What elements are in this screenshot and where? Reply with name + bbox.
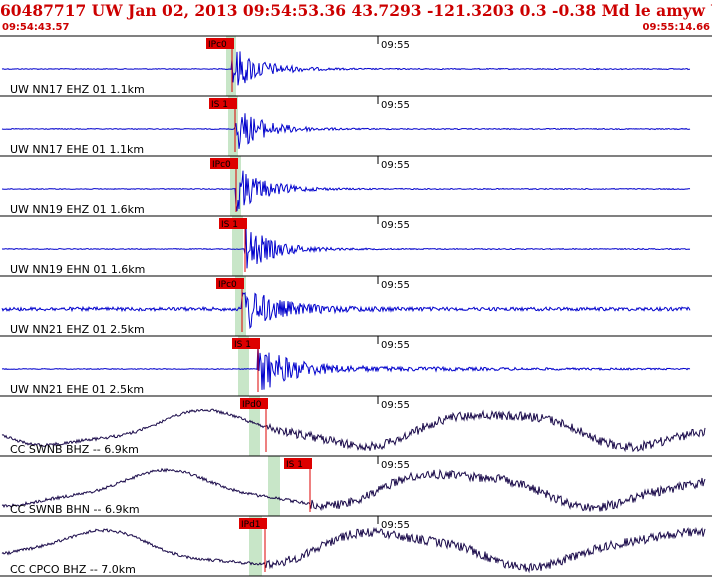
pick-window-shading: [228, 96, 238, 156]
pick-flag[interactable]: [239, 518, 267, 529]
pick-window-shading: [235, 276, 246, 336]
start-time-label: 09:54:43.57: [2, 22, 70, 33]
waveform-trace: [1, 526, 706, 574]
waveform-trace: [1, 113, 691, 149]
pick-flag[interactable]: [209, 98, 237, 109]
station-label: CC SWNB BHN -- 6.9km: [10, 503, 140, 516]
time-tick-label: 09:55: [381, 160, 410, 171]
station-label: UW NN19 EHZ 01 1.6km: [10, 203, 145, 216]
pick-label: IPd1: [241, 520, 261, 530]
end-time-label: 09:55:14.66: [642, 22, 710, 33]
pick-window-shading: [249, 516, 262, 576]
pick-flag[interactable]: [219, 218, 247, 229]
time-tick-label: 09:55: [381, 520, 410, 531]
pick-label: IPc0: [208, 40, 227, 50]
waveform-trace: [1, 467, 706, 512]
waveform-trace: [1, 170, 691, 212]
pick-label: IS 1: [286, 460, 303, 470]
station-label: CC SWNB BHZ -- 6.9km: [10, 443, 139, 456]
pick-window-shading: [232, 216, 243, 276]
pick-flag[interactable]: [240, 398, 268, 409]
station-label: UW NN17 EHE 01 1.1km: [10, 143, 144, 156]
pick-flag[interactable]: [210, 158, 238, 169]
time-tick-label: 09:55: [381, 280, 410, 291]
pick-window-shading: [238, 336, 249, 396]
trace-panel: 09:55 IS 1 CC SWNB BHN -- 6.9km: [0, 455, 712, 516]
trace-panel: 09:55 IS 1 UW NN19 EHN 01 1.6km: [0, 215, 712, 276]
pick-label: IS 1: [221, 220, 238, 230]
trace-panel: 09:55 IPc0 UW NN19 EHZ 01 1.6km: [0, 155, 712, 216]
trace-panel: 09:55 IPd0 CC SWNB BHZ -- 6.9km: [0, 395, 712, 456]
waveform-trace: [1, 343, 691, 390]
pick-window-shading: [268, 456, 280, 516]
pick-label: IPc0: [212, 160, 231, 170]
station-label: UW NN19 EHN 01 1.6km: [10, 263, 145, 276]
waveform-trace: [1, 291, 691, 329]
trace-panel: 09:55 IPd1 CC CPCO BHZ -- 7.0km: [0, 515, 712, 576]
pick-label: IS 1: [234, 340, 251, 350]
pick-window-shading: [249, 396, 260, 456]
waveform-trace: [1, 51, 691, 86]
time-tick-label: 09:55: [381, 460, 410, 471]
station-label: UW NN21 EHZ 01 2.5km: [10, 323, 145, 336]
pick-label: IPc0: [218, 280, 237, 290]
trace-panel: 09:55 IS 1 UW NN17 EHE 01 1.1km: [0, 95, 712, 156]
waveform-trace: [1, 227, 691, 269]
time-tick-label: 09:55: [381, 400, 410, 411]
event-header-title: 60487717 UW Jan 02, 2013 09:54:53.36 43.…: [0, 1, 712, 20]
station-label: UW NN17 EHZ 01 1.1km: [10, 83, 145, 96]
trace-panel: 09:55 IPc0 UW NN17 EHZ 01 1.1km: [0, 35, 712, 96]
trace-panel: 09:55 IS 1 UW NN21 EHE 01 2.5km: [0, 335, 712, 396]
pick-label: IS 1: [211, 100, 228, 110]
station-label: CC CPCO BHZ -- 7.0km: [10, 563, 136, 576]
trace-panel: 09:55 IPc0 UW NN21 EHZ 01 2.5km: [0, 275, 712, 336]
pick-flag[interactable]: [206, 38, 234, 49]
pick-flag[interactable]: [284, 458, 312, 469]
time-tick-label: 09:55: [381, 340, 410, 351]
pick-label: IPd0: [242, 400, 262, 410]
time-tick-label: 09:55: [381, 40, 410, 51]
station-label: UW NN21 EHE 01 2.5km: [10, 383, 144, 396]
pick-flag[interactable]: [216, 278, 244, 289]
time-tick-label: 09:55: [381, 220, 410, 231]
waveform-trace: [1, 408, 706, 453]
time-tick-label: 09:55: [381, 100, 410, 111]
pick-flag[interactable]: [232, 338, 260, 349]
